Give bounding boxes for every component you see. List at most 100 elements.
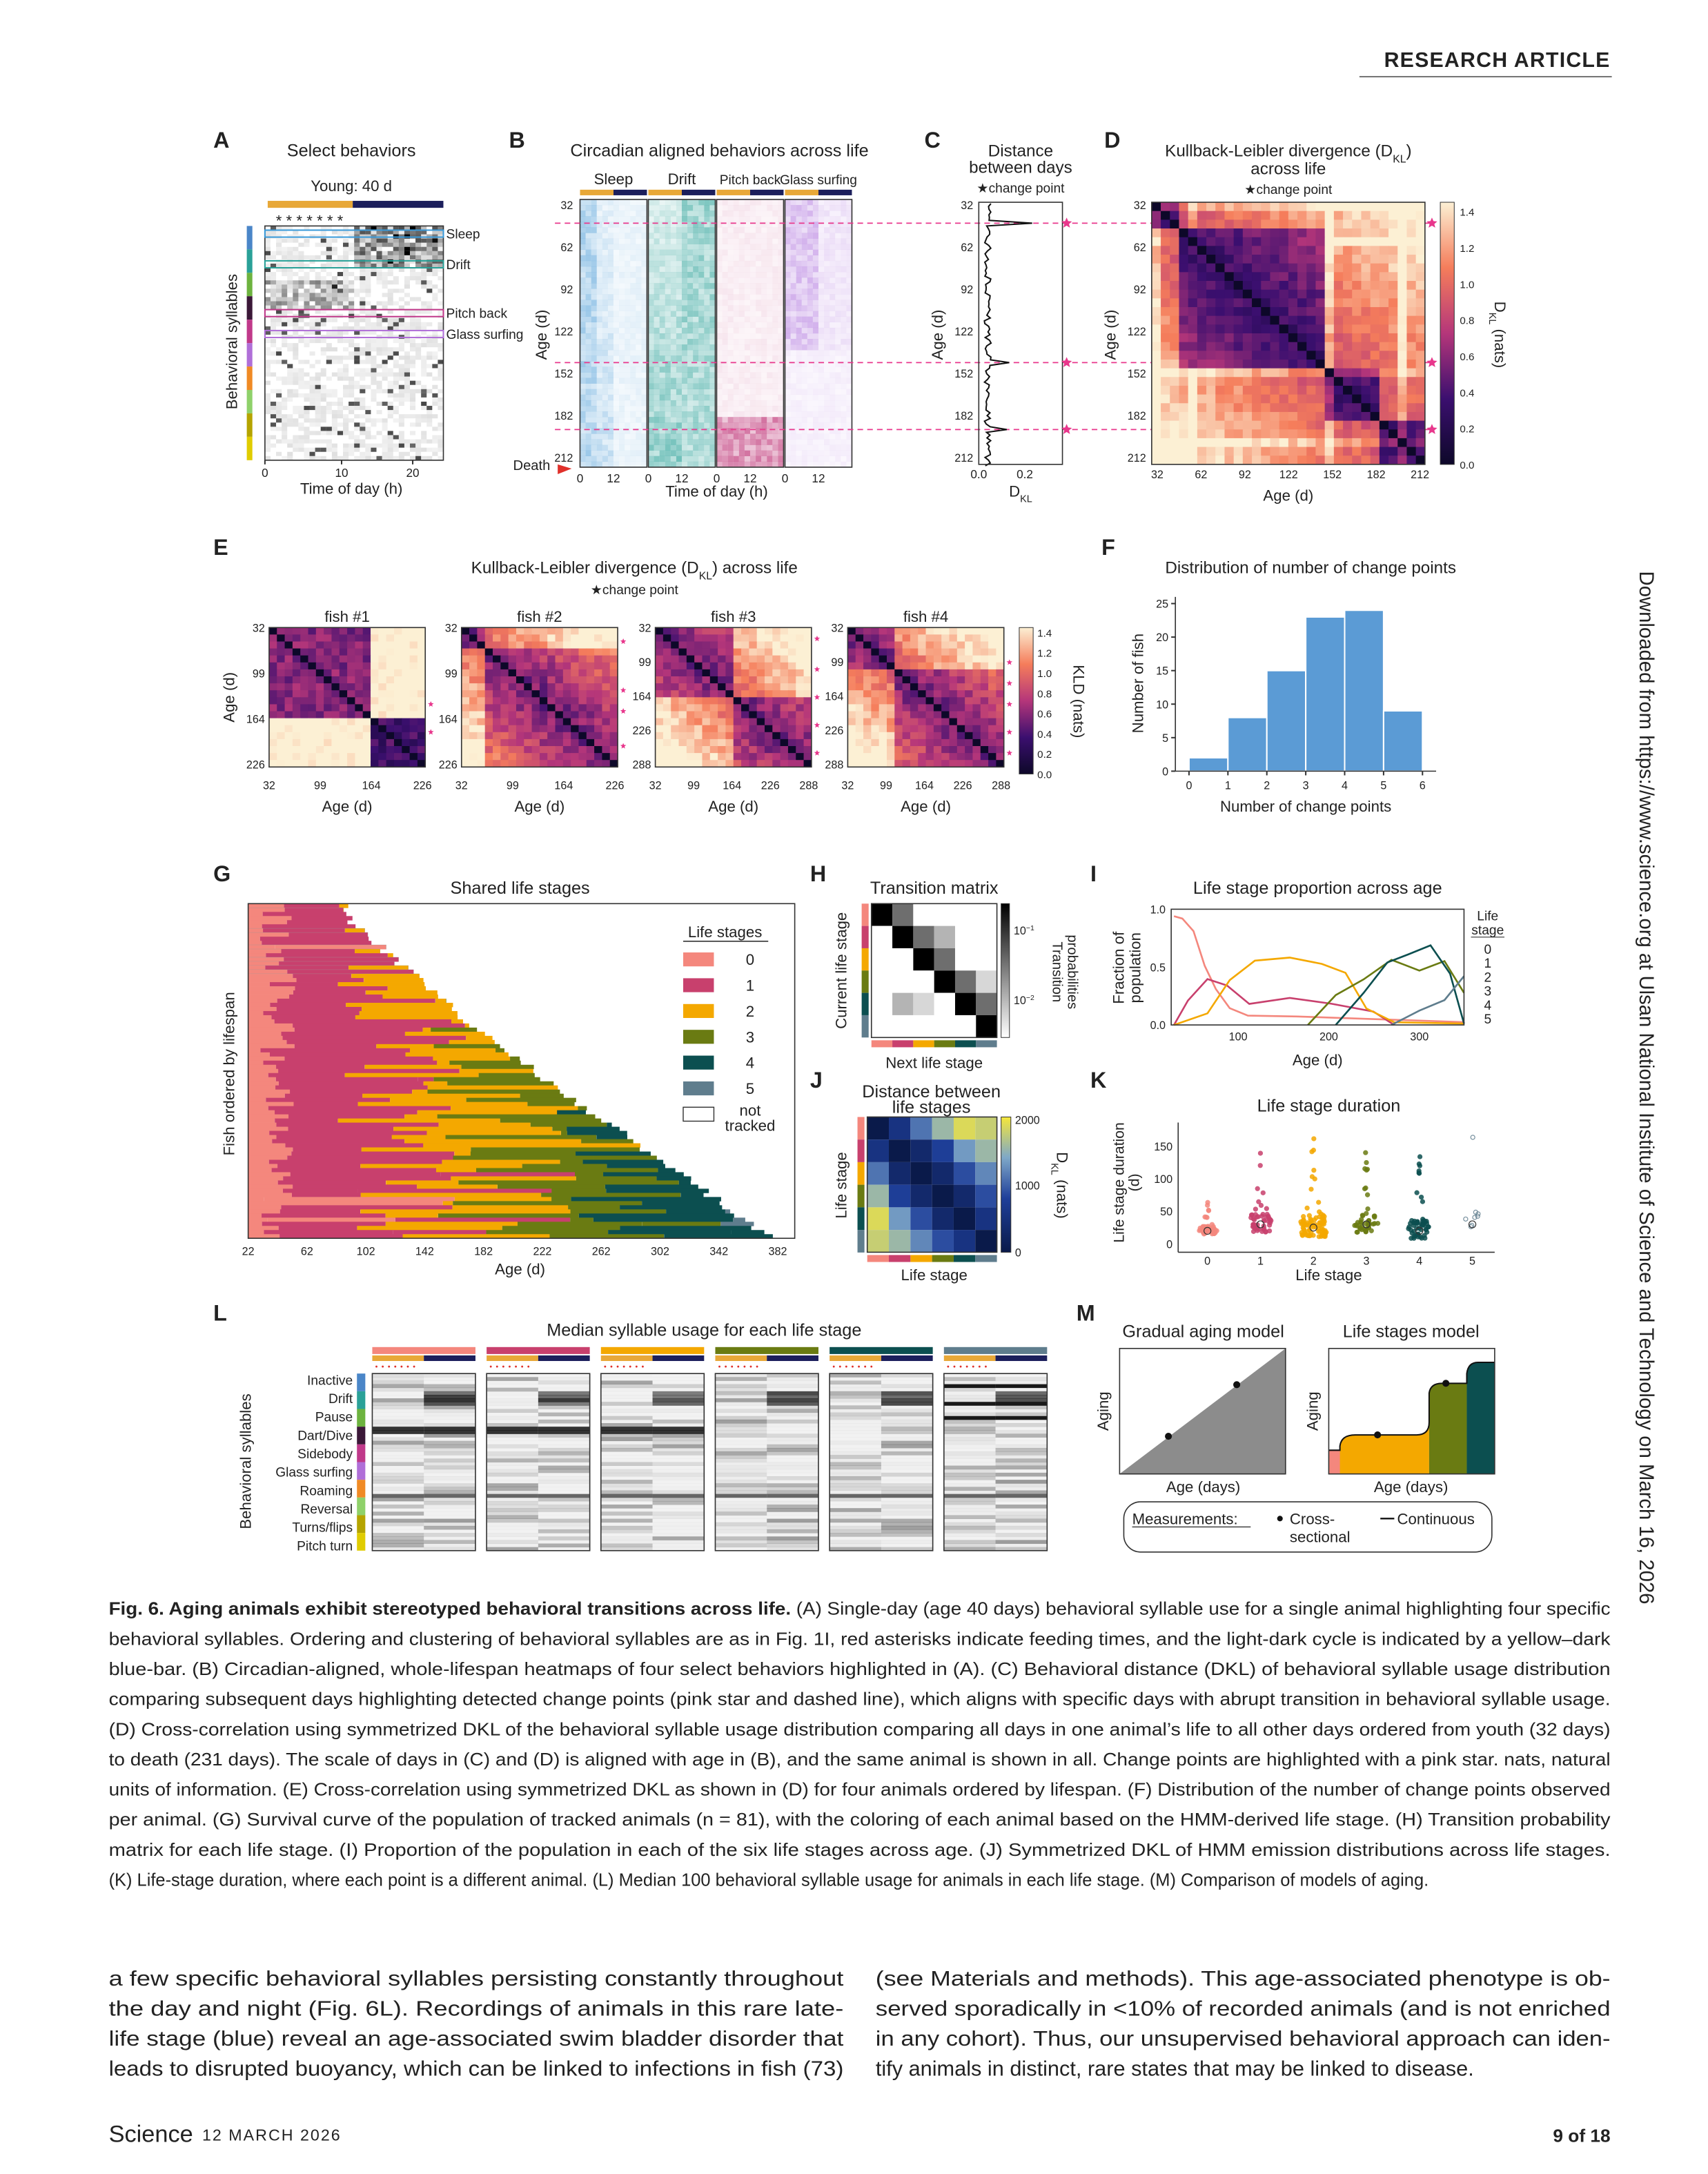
raster-cell — [438, 230, 444, 235]
heatmap-cell — [547, 641, 556, 649]
heatmap-cell — [1415, 228, 1426, 238]
raster-cell — [387, 263, 393, 268]
heatmap-cell — [1179, 385, 1189, 395]
heatmap-cell — [733, 394, 739, 401]
heatmap-cell — [602, 294, 608, 300]
raster-cell — [326, 301, 332, 306]
heatmap-cell — [841, 366, 847, 373]
heatmap-cell — [1333, 438, 1344, 448]
heatmap-cell — [1406, 246, 1417, 255]
heatmap-cell — [693, 428, 699, 434]
y-tick-label: 32 — [961, 199, 973, 212]
heatmap-cell — [1415, 385, 1426, 395]
heatmap-cell — [693, 355, 699, 362]
heatmap-cell — [1261, 342, 1271, 351]
heatmap-cell — [807, 400, 813, 407]
heatmap-cell — [790, 411, 796, 418]
heatmap-cell — [733, 361, 739, 367]
heatmap-cell — [641, 216, 647, 222]
heatmap-cell — [636, 355, 642, 362]
heatmap-cell — [1297, 359, 1307, 369]
heatmap-cell — [630, 411, 636, 418]
heatmap-cell — [812, 322, 818, 329]
heatmap-cell — [607, 417, 613, 423]
heatmap-cell — [409, 725, 418, 733]
heatmap-cell — [716, 244, 723, 250]
raster-cell — [426, 447, 433, 452]
raster-cell — [438, 343, 444, 348]
raster-cell — [293, 322, 299, 326]
raster-cell — [426, 238, 433, 243]
heatmap-cell — [1242, 306, 1253, 317]
raster-cell — [326, 251, 332, 255]
y-tick-label: 32 — [560, 199, 573, 212]
heatmap-cell — [790, 311, 796, 317]
heatmap-cell — [625, 333, 631, 340]
heatmap-cell — [630, 210, 636, 217]
raster-cell — [349, 418, 355, 423]
heatmap-cell — [1188, 403, 1198, 413]
heatmap-cell — [738, 199, 745, 206]
heatmap-cell — [761, 238, 767, 244]
heatmap-cell — [807, 249, 813, 256]
heatmap-cell — [709, 288, 716, 295]
heatmap-cell — [619, 406, 625, 412]
heatmap-cell — [402, 648, 411, 656]
heatmap-cell — [331, 683, 340, 691]
heatmap-cell — [727, 456, 734, 462]
syllable-strip — [246, 273, 253, 297]
heatmap-cell — [722, 227, 728, 233]
heatmap-cell — [835, 361, 841, 367]
raster-cell — [304, 322, 310, 326]
heatmap-cell — [347, 746, 356, 754]
heatmap-cell — [1352, 228, 1362, 238]
heatmap-cell — [681, 316, 688, 323]
raster-cell — [315, 372, 321, 377]
heatmap-cell — [801, 389, 807, 395]
heatmap-cell — [670, 422, 676, 429]
heatmap-cell — [625, 249, 631, 256]
raster-cell — [398, 347, 404, 352]
heatmap-cell — [300, 697, 309, 705]
heatmap-cell — [835, 227, 841, 233]
heatmap-cell — [778, 288, 784, 295]
heatmap-cell — [578, 634, 587, 643]
axes-frame — [268, 627, 426, 768]
heatmap-cell — [824, 272, 830, 278]
heatmap-cell — [636, 428, 642, 434]
heatmap-cell — [1188, 306, 1198, 317]
heatmap-cell — [585, 283, 591, 289]
heatmap-cell — [1306, 324, 1317, 334]
heatmap-cell — [648, 222, 654, 228]
raster-cell — [309, 401, 315, 407]
heatmap-cell — [698, 400, 705, 407]
heatmap-cell — [1415, 368, 1426, 378]
raster-cell — [309, 297, 315, 302]
heatmap-cell — [585, 333, 591, 340]
heatmap-cell — [812, 210, 818, 217]
heatmap-cell — [698, 361, 705, 367]
heatmap-cell — [687, 244, 694, 250]
raster-cell — [432, 376, 438, 381]
heatmap-cell — [807, 350, 813, 356]
heatmap-cell — [824, 249, 830, 256]
heatmap-cell — [580, 411, 586, 418]
heatmap-cell — [1188, 456, 1198, 465]
raster-cell — [360, 330, 366, 335]
heatmap-cell — [648, 283, 654, 289]
heatmap-cell — [1161, 298, 1170, 308]
heatmap-cell — [1306, 246, 1317, 255]
panel-title: across life — [1250, 160, 1326, 179]
raster-cell — [360, 301, 366, 306]
heatmap-cell — [830, 322, 836, 329]
heatmap-cell — [619, 322, 625, 329]
heatmap-cell — [619, 433, 625, 440]
raster-cell — [320, 351, 326, 356]
distance-line — [983, 203, 1032, 467]
behavior-header: Pitch back — [720, 173, 781, 188]
heatmap-cell — [539, 634, 548, 643]
heatmap-cell — [308, 634, 317, 643]
raster-cell — [276, 410, 282, 415]
heatmap-cell — [796, 333, 802, 340]
heatmap-cell — [681, 327, 688, 334]
